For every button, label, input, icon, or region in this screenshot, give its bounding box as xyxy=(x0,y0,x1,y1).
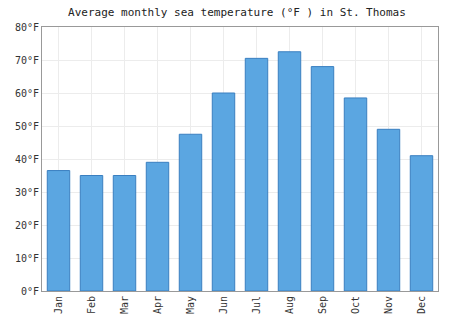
svg-text:Oct: Oct xyxy=(350,296,361,314)
svg-text:Feb: Feb xyxy=(86,296,97,314)
svg-text:Nov: Nov xyxy=(383,296,394,314)
svg-text:30°F: 30°F xyxy=(15,187,39,198)
svg-text:0°F: 0°F xyxy=(21,286,39,297)
svg-text:60°F: 60°F xyxy=(15,88,39,99)
svg-text:Jan: Jan xyxy=(53,296,64,314)
svg-text:Mar: Mar xyxy=(119,296,130,314)
svg-text:40°F: 40°F xyxy=(15,154,39,165)
svg-text:Apr: Apr xyxy=(152,296,163,314)
svg-text:Jun: Jun xyxy=(218,296,229,314)
svg-text:80°F: 80°F xyxy=(15,22,39,33)
svg-text:Average monthly sea temperatur: Average monthly sea temperature (°F ) in… xyxy=(68,6,406,19)
svg-text:Jul: Jul xyxy=(251,296,262,314)
svg-text:70°F: 70°F xyxy=(15,55,39,66)
svg-text:10°F: 10°F xyxy=(15,253,39,264)
svg-text:Sep: Sep xyxy=(317,296,328,314)
svg-text:May: May xyxy=(185,296,196,314)
svg-text:50°F: 50°F xyxy=(15,121,39,132)
svg-text:20°F: 20°F xyxy=(15,220,39,231)
svg-text:Aug: Aug xyxy=(284,296,295,314)
svg-text:Dec: Dec xyxy=(416,296,427,314)
